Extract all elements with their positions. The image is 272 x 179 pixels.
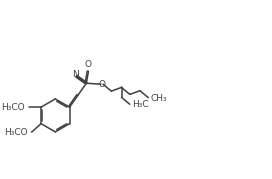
Text: H₃CO: H₃CO (4, 128, 28, 137)
Text: CH₃: CH₃ (151, 94, 168, 103)
Text: H₃CO: H₃CO (1, 103, 24, 112)
Text: O: O (99, 80, 106, 89)
Text: O: O (85, 61, 92, 69)
Text: N: N (72, 70, 79, 79)
Text: H₃C: H₃C (132, 100, 149, 109)
